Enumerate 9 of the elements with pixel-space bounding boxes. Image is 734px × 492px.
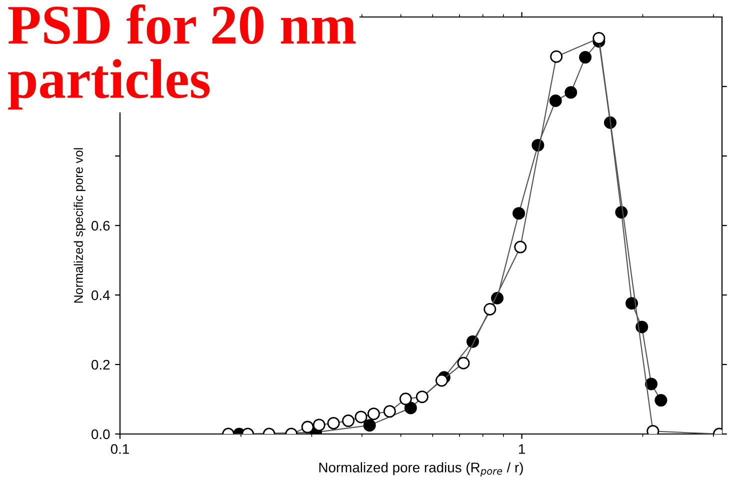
y-tick-label: 0.2 — [92, 360, 110, 370]
y-tick-label: 0.6 — [92, 220, 110, 231]
chart-title: PSD for 20 nm particles — [8, 4, 356, 110]
x-tick-label: 0.1 — [110, 444, 129, 454]
x-tick-label: 1 — [518, 444, 525, 454]
y-axis-title: Normalized specific pore vol — [74, 148, 86, 303]
y-tick-label: 0.0 — [92, 429, 110, 440]
y-tick-label: 0.4 — [92, 290, 110, 300]
x-axis-title: Normalized pore radius (R$_{pore}$ / r) — [319, 462, 523, 477]
